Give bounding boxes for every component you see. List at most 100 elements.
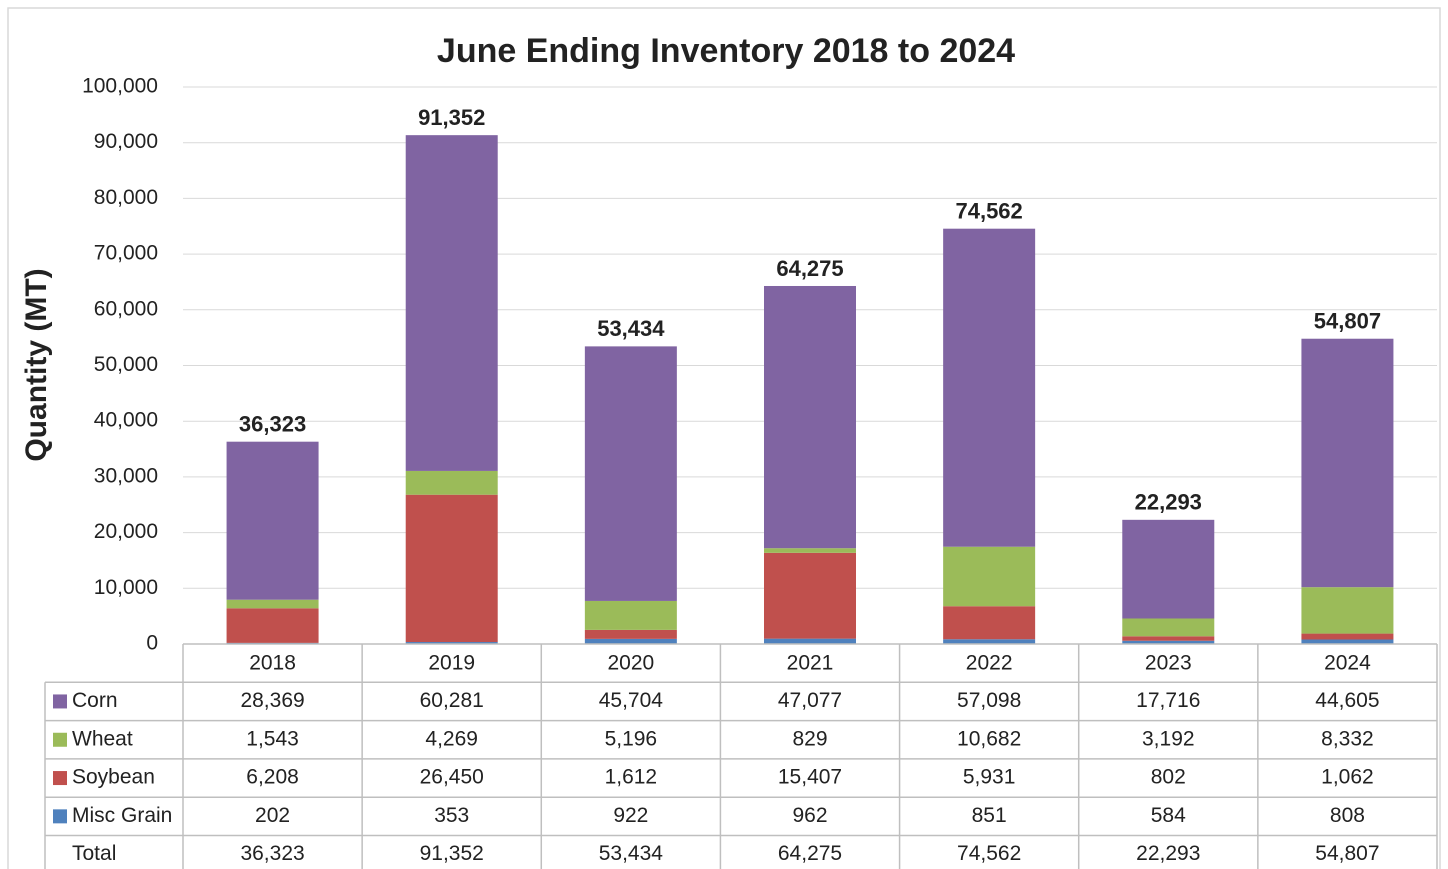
- bar-segment: [584, 346, 677, 601]
- bar-segment: [584, 629, 677, 639]
- y-axis-label: Quantity (MT): [20, 268, 53, 461]
- bar-segment: [764, 548, 856, 553]
- x-tick-label: 2020: [607, 652, 654, 675]
- bar-segment: [1301, 639, 1394, 644]
- table-cell: 74,562: [957, 842, 1021, 865]
- y-tick-label: 50,000: [94, 353, 158, 376]
- table-cell: 26,450: [420, 766, 484, 789]
- table-cell: 808: [1330, 804, 1365, 827]
- table-cell: 5,196: [605, 727, 658, 750]
- x-tick-label: 2024: [1324, 652, 1371, 675]
- x-tick-label: 2019: [428, 652, 475, 675]
- x-tick-label: 2018: [249, 652, 296, 675]
- table-cell: 802: [1151, 766, 1186, 789]
- table-cell: 5,931: [963, 766, 1016, 789]
- table-cell: 3,192: [1142, 727, 1195, 750]
- table-cell: 1,543: [246, 727, 299, 750]
- table-cell: 851: [972, 804, 1007, 827]
- table-cell: 45,704: [599, 689, 664, 712]
- bar-segment: [1301, 587, 1394, 634]
- table-cell: 36,323: [240, 842, 304, 865]
- y-tick-label: 40,000: [94, 409, 158, 432]
- chart-border: [7, 7, 1441, 869]
- bar-segment: [1122, 640, 1215, 644]
- table-cell: 202: [255, 804, 290, 827]
- bar-segment: [943, 639, 1036, 644]
- bar-segment: [584, 600, 677, 630]
- y-tick-label: 0: [146, 632, 158, 655]
- table-cell: 22,293: [1136, 842, 1200, 865]
- y-tick-label: 70,000: [94, 242, 158, 265]
- table-cell: 17,716: [1136, 689, 1200, 712]
- legend-label: Corn: [72, 689, 118, 712]
- table-cell: 962: [792, 804, 827, 827]
- table-cell: 8,332: [1321, 727, 1374, 750]
- legend-swatch: [53, 694, 67, 709]
- table-cell: 1,062: [1321, 766, 1374, 789]
- bar-segment: [764, 285, 856, 549]
- table-cell: 829: [792, 727, 827, 750]
- bar-segment: [1122, 636, 1215, 641]
- bar-segment: [1301, 338, 1394, 588]
- table-cell: 584: [1151, 804, 1186, 827]
- bar-segment: [405, 494, 498, 643]
- x-tick-label: 2023: [1145, 652, 1192, 675]
- bar-segment: [405, 470, 498, 495]
- table-cell: 4,269: [425, 727, 478, 750]
- bar-total-label: 54,807: [1314, 309, 1381, 334]
- bar-total-label: 64,275: [776, 256, 843, 281]
- y-tick-label: 90,000: [94, 130, 158, 153]
- bar-segment: [226, 441, 319, 600]
- table-cell: 1,612: [605, 766, 658, 789]
- table-cell: 922: [613, 804, 648, 827]
- bar-total-label: 74,562: [955, 199, 1022, 224]
- table-cell: 15,407: [778, 766, 842, 789]
- y-tick-label: 10,000: [94, 576, 158, 599]
- table-cell: 54,807: [1315, 842, 1379, 865]
- legend-swatch: [53, 809, 67, 824]
- bar-segment: [943, 546, 1036, 607]
- table-cell: 6,208: [246, 766, 299, 789]
- bar-segment: [405, 642, 498, 644]
- bar-total-label: 53,434: [597, 316, 665, 341]
- bar-segment: [226, 608, 319, 643]
- table-cell: 47,077: [778, 689, 842, 712]
- bar-segment: [764, 552, 856, 639]
- table-cell: 91,352: [420, 842, 484, 865]
- table-cell: 53,434: [599, 842, 664, 865]
- legend-swatch: [53, 771, 67, 786]
- table-cell: 10,682: [957, 727, 1021, 750]
- y-tick-label: 80,000: [94, 186, 158, 209]
- bar-segment: [943, 228, 1036, 547]
- legend-label: Misc Grain: [72, 804, 172, 827]
- table-cell: 57,098: [957, 689, 1021, 712]
- bar-segment: [1301, 633, 1394, 640]
- table-cell: 28,369: [240, 689, 304, 712]
- bar-segment: [584, 638, 677, 644]
- table-cell: 60,281: [420, 689, 484, 712]
- bar-segment: [1122, 519, 1215, 619]
- bar-total-label: 91,352: [418, 105, 485, 130]
- table-cell: 44,605: [1315, 689, 1379, 712]
- x-tick-label: 2021: [787, 652, 834, 675]
- bar-total-label: 36,323: [239, 411, 306, 436]
- bar-segment: [943, 606, 1036, 640]
- legend-swatch: [53, 732, 67, 747]
- y-tick-label: 20,000: [94, 520, 158, 543]
- table-cell: 353: [434, 804, 469, 827]
- bar-segment: [764, 638, 856, 644]
- legend-label: Soybean: [72, 766, 155, 789]
- x-tick-label: 2022: [966, 652, 1013, 675]
- bar-segment: [1122, 618, 1215, 637]
- y-tick-label: 60,000: [94, 297, 158, 320]
- legend-label: Wheat: [72, 727, 133, 750]
- bar-segment: [226, 599, 319, 609]
- table-cell: 64,275: [778, 842, 842, 865]
- bar-segment: [405, 135, 498, 471]
- bar-total-label: 22,293: [1135, 490, 1202, 515]
- y-tick-label: 30,000: [94, 464, 158, 487]
- chart-title: June Ending Inventory 2018 to 2024: [437, 32, 1015, 70]
- total-row-label: Total: [72, 842, 116, 865]
- y-tick-label: 100,000: [82, 75, 158, 98]
